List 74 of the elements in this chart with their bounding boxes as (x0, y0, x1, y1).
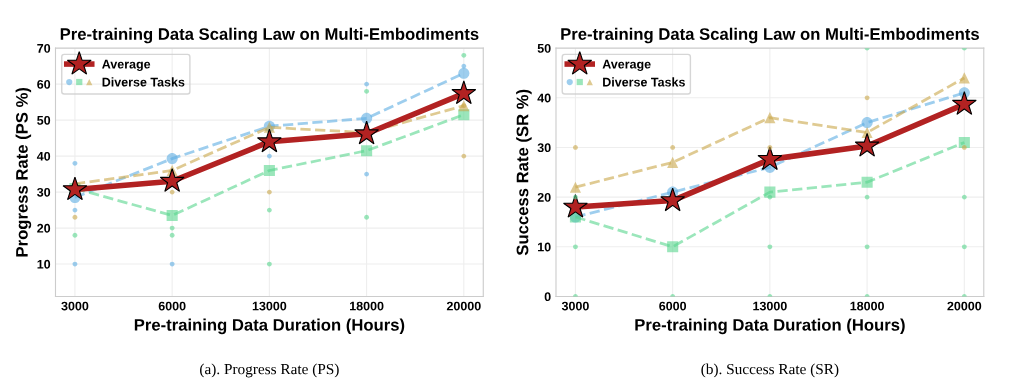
y-tick-label: 50 (537, 43, 551, 53)
chart-title: Pre-training Data Scaling Law on Multi-Embodiments (60, 27, 479, 44)
point (166, 209, 178, 222)
point (861, 117, 873, 129)
point (159, 168, 185, 192)
point (256, 128, 282, 153)
point (361, 112, 373, 124)
point (757, 146, 783, 171)
point (364, 88, 370, 94)
legend-label: Average (102, 59, 151, 72)
point (263, 164, 275, 177)
y-tick-label: 30 (37, 187, 51, 197)
point (864, 244, 870, 250)
x-tick-label: 3000 (61, 301, 89, 311)
x-tick-label: 6000 (659, 301, 687, 311)
point (670, 145, 676, 150)
y-axis-title: Success Rate (SR %) (516, 89, 532, 256)
point (361, 145, 373, 157)
x-tick-label: 13000 (753, 301, 787, 311)
y-tick-label: 20 (37, 223, 51, 233)
point (767, 145, 773, 150)
y-tick-label: 30 (537, 143, 551, 153)
legend-label: Diverse Tasks (102, 77, 185, 87)
y-tick-label: 60 (37, 79, 51, 89)
point (573, 145, 578, 150)
legend-label: Average (602, 59, 651, 72)
x-axis-title: Pre-training Data Duration (Hours) (134, 318, 405, 335)
point (72, 160, 78, 166)
text: (b). Success Rate (SR) (701, 363, 839, 378)
y-tick-label: 10 (538, 242, 551, 252)
x-tick-label: 6000 (158, 301, 186, 311)
point (458, 67, 470, 79)
point (72, 214, 78, 220)
point (660, 187, 686, 212)
text: (a). Progress Rate (PS) (200, 363, 339, 378)
point (461, 63, 467, 69)
point (166, 153, 178, 165)
y-tick-label: 0 (544, 292, 551, 302)
y-tick-label: 40 (36, 151, 51, 161)
x-tick-label: 20000 (947, 301, 982, 311)
point (667, 156, 679, 168)
point (861, 176, 873, 188)
y-tick-label: 10 (37, 259, 51, 269)
x-tick-label: 20000 (446, 301, 481, 311)
point (364, 81, 370, 87)
point (461, 52, 467, 58)
y-tick-label: 50 (37, 115, 51, 125)
x-tick-label: 3000 (561, 301, 589, 311)
point (764, 112, 776, 124)
y-tick-label: 70 (37, 43, 51, 53)
point (573, 194, 578, 200)
x-tick-label: 18000 (350, 301, 384, 311)
point (569, 181, 581, 193)
x-tick-label: 13000 (252, 301, 287, 311)
legend-label: Diverse Tasks (603, 77, 685, 87)
point (266, 153, 272, 159)
point (169, 232, 175, 238)
x-axis-title: Pre-training Data Duration (Hours) (635, 318, 905, 335)
x-tick-label: 18000 (850, 301, 884, 311)
point (562, 193, 588, 218)
point (854, 132, 880, 157)
y-axis-title: Progress Rate (PS %) (15, 87, 32, 257)
point (951, 91, 977, 115)
point (354, 120, 380, 145)
chart-title: Pre-training Data Scaling Law on Multi-Embodiments (561, 27, 979, 44)
point (961, 194, 967, 200)
point (767, 244, 773, 250)
point (961, 244, 967, 250)
y-tick-label: 40 (537, 93, 551, 103)
point (451, 80, 477, 105)
point (573, 244, 578, 250)
point (62, 176, 88, 201)
point (667, 241, 679, 253)
y-tick-label: 20 (537, 192, 551, 202)
